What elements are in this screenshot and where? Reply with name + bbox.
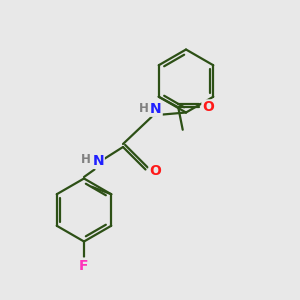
Text: H: H (139, 102, 149, 116)
Text: H: H (81, 153, 90, 167)
Text: O: O (202, 100, 214, 114)
Text: N: N (92, 154, 104, 168)
Text: N: N (150, 102, 162, 116)
Text: F: F (79, 259, 89, 272)
Text: O: O (149, 164, 161, 178)
